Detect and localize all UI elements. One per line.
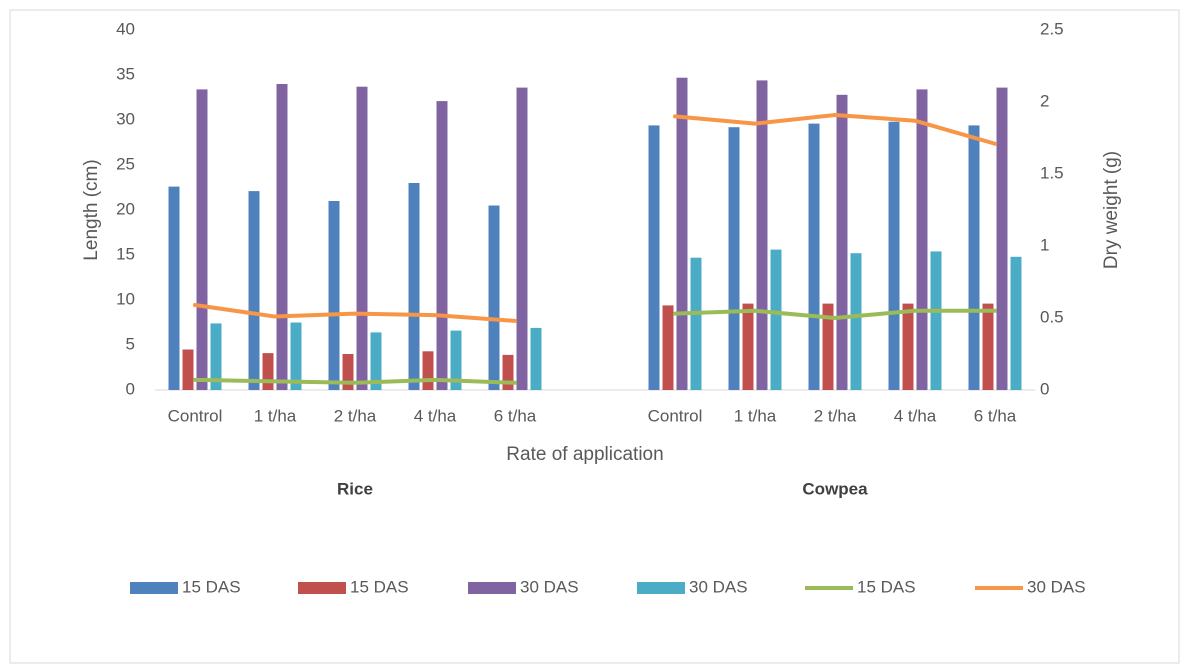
legend-label: 15 DAS xyxy=(857,577,916,596)
y2-tick-label: 2 xyxy=(1040,91,1049,110)
line xyxy=(193,112,997,323)
y-tick-label: 0 xyxy=(126,379,135,398)
chart-frame xyxy=(9,9,1180,664)
bar xyxy=(728,127,740,390)
bar xyxy=(982,303,994,390)
bar xyxy=(996,87,1008,390)
legend-swatch xyxy=(130,582,178,594)
bar xyxy=(408,183,420,390)
y-tick-label: 35 xyxy=(116,64,135,83)
legend-label: 30 DAS xyxy=(1027,577,1086,596)
bar xyxy=(822,303,834,390)
y-tick-label: 30 xyxy=(116,109,135,128)
x-axis-title: Rate of application xyxy=(506,444,663,465)
y2-tick-label: 1 xyxy=(1040,235,1049,254)
bar xyxy=(502,354,514,390)
x-tick-label: 4 t/ha xyxy=(894,406,937,425)
bar xyxy=(196,89,208,391)
bar xyxy=(276,84,288,390)
bar xyxy=(450,330,462,390)
legend-swatch xyxy=(637,582,685,594)
y2-tick-label: 0.5 xyxy=(1040,307,1064,326)
y2-tick-label: 1.5 xyxy=(1040,163,1064,182)
y-tick-label: 25 xyxy=(116,154,135,173)
bar xyxy=(902,303,914,390)
group-label: Cowpea xyxy=(802,479,868,498)
y2-axis-title: Dry weight (g) xyxy=(1101,151,1122,269)
legend-label: 15 DAS xyxy=(350,577,409,596)
legend-swatch xyxy=(468,582,516,594)
x-tick-label: 2 t/ha xyxy=(334,406,377,425)
bar xyxy=(888,121,900,391)
x-tick-label: 4 t/ha xyxy=(414,406,457,425)
bar xyxy=(168,186,180,390)
y-axis-title: Length (cm) xyxy=(81,159,102,260)
y-tick-label: 15 xyxy=(116,244,135,263)
y-tick-label: 40 xyxy=(116,19,135,38)
bar xyxy=(422,351,434,390)
x-tick-label: Control xyxy=(168,406,223,425)
bar xyxy=(210,323,222,390)
bar xyxy=(516,87,528,390)
bar xyxy=(690,257,702,390)
x-tick-label: 6 t/ha xyxy=(494,406,537,425)
bar xyxy=(530,327,542,390)
bar xyxy=(342,354,354,390)
y-tick-label: 5 xyxy=(126,334,135,353)
bar xyxy=(850,253,862,390)
legend-label: 30 DAS xyxy=(520,577,579,596)
bar xyxy=(756,80,768,391)
bar xyxy=(488,205,500,390)
line xyxy=(193,308,997,385)
y-tick-label: 20 xyxy=(116,199,135,218)
bar xyxy=(262,353,274,390)
legend-label: 15 DAS xyxy=(182,577,241,596)
x-tick-label: Control xyxy=(648,406,703,425)
bar xyxy=(770,249,782,390)
bar xyxy=(742,303,754,390)
bar xyxy=(248,191,260,390)
bar xyxy=(370,332,382,390)
bar xyxy=(662,305,674,390)
x-tick-label: 1 t/ha xyxy=(254,406,297,425)
bar xyxy=(356,86,368,390)
bar xyxy=(1010,256,1022,390)
bar xyxy=(836,94,848,391)
bar xyxy=(808,123,820,390)
y2-tick-label: 0 xyxy=(1040,379,1049,398)
bar xyxy=(676,77,688,390)
x-tick-label: 2 t/ha xyxy=(814,406,857,425)
bar xyxy=(436,101,448,390)
bar xyxy=(290,322,302,390)
group-label: Rice xyxy=(337,479,373,498)
bar xyxy=(328,201,340,390)
bar xyxy=(930,251,942,390)
bar xyxy=(648,125,660,391)
bar xyxy=(916,89,928,391)
y2-tick-label: 2.5 xyxy=(1040,19,1064,38)
legend-swatch xyxy=(298,582,346,594)
y-tick-label: 10 xyxy=(116,289,135,308)
bar xyxy=(968,125,980,391)
x-tick-label: 6 t/ha xyxy=(974,406,1017,425)
x-tick-label: 1 t/ha xyxy=(734,406,777,425)
legend-label: 30 DAS xyxy=(689,577,748,596)
bar xyxy=(182,349,194,390)
